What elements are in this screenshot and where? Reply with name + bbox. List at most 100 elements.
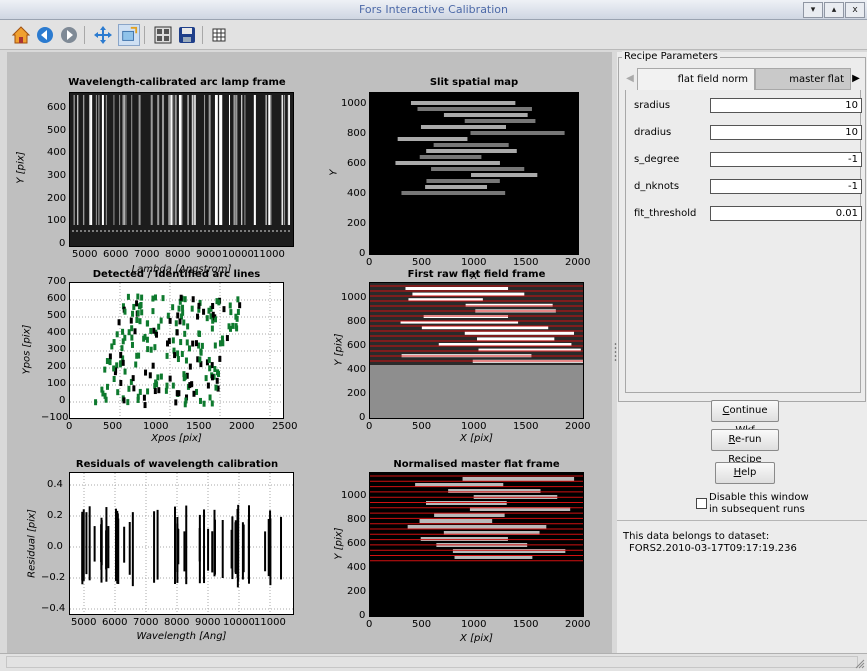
param-row-s-degree: s_degree -1 [634,152,862,168]
tick-label: 0 [359,248,366,259]
tab-flat-field-norm[interactable]: flat field norm [637,68,755,90]
tick-label: 5000 [71,617,97,628]
plot1-axes [69,92,294,247]
tick-label: 0 [66,421,73,432]
plot3-title: Detected / Identified arc lines [92,269,261,280]
tick-label: 0 [359,412,366,423]
tick-label: 2500 [272,421,298,432]
tick-label: 1500 [513,619,539,630]
tick-label: 200 [347,586,367,597]
tick-label: 500 [412,619,432,630]
tick-label: 500 [47,310,67,321]
tick-label: 2000 [229,421,255,432]
param-label: sradius [634,100,671,111]
tick-label: 300 [47,170,67,181]
plot-canvas[interactable]: Wavelength-calibrated arc lamp frame Lam… [7,52,612,653]
tick-label: 400 [47,147,67,158]
save-icon[interactable] [176,24,198,46]
plot2-axes [369,92,579,255]
plot4-ylabel: Y [pix] [333,333,345,366]
window-title: Fors Interactive Calibration [358,3,508,16]
tab-scroll-left-icon[interactable]: ◀ [626,73,634,84]
tick-label: 600 [47,102,67,113]
tick-label: 500 [103,421,123,432]
tick-label: 1000 [341,98,367,109]
window-menu-button[interactable]: ▾ [803,2,823,18]
grid-icon[interactable] [208,24,230,46]
tick-label: 200 [47,361,67,372]
dradius-input[interactable]: 10 [710,125,862,140]
tick-label: 1000 [341,292,367,303]
tick-label: 700 [47,276,67,287]
plot6-ylabel: Y [pix] [333,527,345,560]
tick-label: 6000 [102,617,128,628]
tick-label: 400 [347,562,367,573]
tick-label: 7000 [133,617,159,628]
s-degree-input[interactable]: -1 [710,152,862,167]
tick-label: 100 [47,215,67,226]
plot5-title: Residuals of wavelength calibration [75,459,279,470]
param-label: dradius [634,127,672,138]
plot2-title: Slit spatial map [429,77,519,88]
plot6-title: Normalised master flat frame [393,459,560,470]
tick-label: −0.2 [41,572,66,583]
maximize-button[interactable]: ▴ [824,2,844,18]
tick-label: 7000 [134,249,160,260]
tick-label: 9000 [195,617,221,628]
back-icon[interactable] [34,24,56,46]
plot3-xlabel: Xpos [pix] [151,433,202,444]
param-label: fit_threshold [634,208,697,219]
tick-label: 1000 [461,619,487,630]
plot6-xlabel: X [pix] [460,633,493,644]
sradius-input[interactable]: 10 [710,98,862,113]
tick-label: 10000 [223,617,255,628]
tab-scroll-right-icon[interactable]: ▶ [852,73,860,84]
help-button[interactable]: Help [715,462,775,484]
tick-label: 0 [366,257,373,268]
rerun-recipe-button[interactable]: Re-run Recipe [711,429,779,465]
tick-label: 5000 [72,249,98,260]
tick-label: 0 [366,421,373,432]
continue-wkf-button[interactable]: Continue Wkf [711,400,779,436]
plot3-ylabel: Ypos [pix] [21,324,33,375]
dataset-info: This data belongs to dataset: FORS2.2010-… [623,531,797,554]
tick-label: 600 [347,158,367,169]
zoom-icon[interactable] [118,24,140,46]
tick-label: 800 [347,514,367,525]
tick-label: 1000 [461,257,487,268]
close-button[interactable]: x [845,2,865,18]
toolbar [0,20,867,50]
recipe-panel: Recipe Parameters ◀ flat field norm mast… [617,51,867,653]
plot4-title: First raw flat field frame [407,269,546,280]
plot3-axes [69,282,284,419]
plot4-axes [369,282,584,419]
fit-threshold-input[interactable]: 0.01 [710,206,862,221]
recipe-parameters-group: Recipe Parameters ◀ flat field norm mast… [618,51,866,402]
home-icon[interactable] [10,24,32,46]
tick-label: 2000 [565,421,591,432]
d-nknots-input[interactable]: -1 [710,179,862,194]
tick-label: 500 [412,257,432,268]
disable-window-checkbox[interactable] [696,498,707,509]
tick-label: 1000 [143,421,169,432]
plot6-axes [369,472,584,617]
pan-icon[interactable] [92,24,114,46]
tick-label: 200 [347,218,367,229]
tick-label: 0.4 [47,479,63,490]
plot5-xlabel: Wavelength [Ang] [136,631,227,642]
tick-label: 800 [347,316,367,327]
tick-label: 8000 [164,617,190,628]
tick-label: 0 [59,238,66,249]
disable-window-label: Disable this window in subsequent runs [709,492,809,515]
param-label: d_nknots [634,181,680,192]
panel-splitter[interactable] [614,52,617,653]
tick-label: 1000 [461,421,487,432]
tick-label: 1500 [186,421,212,432]
configure-subplots-icon[interactable] [152,24,174,46]
plot5-ylabel: Residual [pix] [26,509,38,578]
tab-master-flat[interactable]: master flat [755,68,851,90]
tick-label: 1500 [513,257,539,268]
tick-label: 0.2 [47,510,63,521]
forward-icon[interactable] [58,24,80,46]
resize-grip-icon[interactable] [855,659,865,669]
